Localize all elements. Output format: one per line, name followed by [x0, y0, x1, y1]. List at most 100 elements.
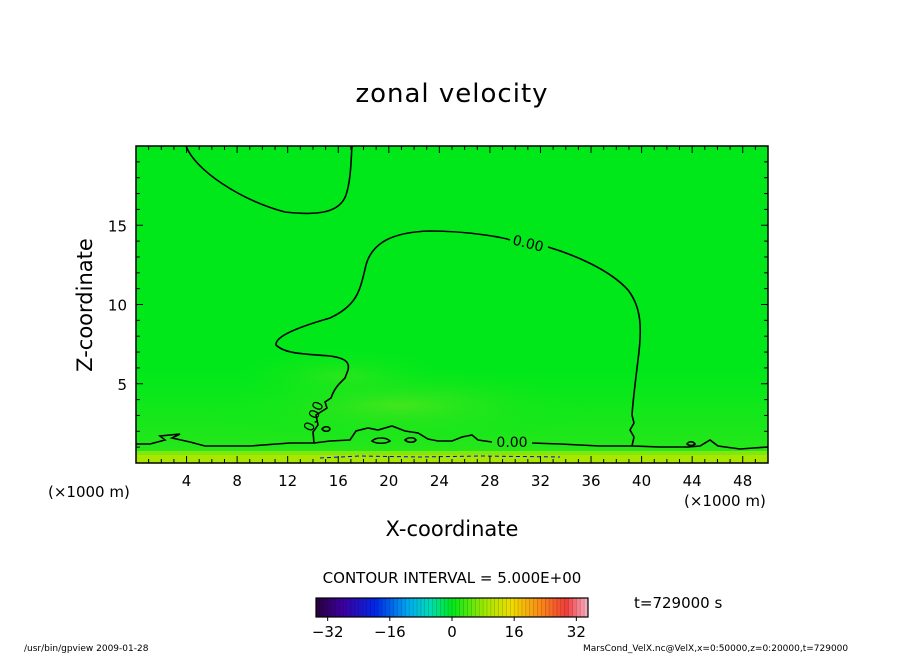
colorbar-tick-label: 0: [447, 623, 457, 641]
colorbar-segment: [483, 598, 488, 617]
colorbar-segment: [529, 598, 534, 617]
colorbar-segment: [440, 598, 445, 617]
colorbar-segment: [339, 598, 344, 617]
colorbar-segment: [331, 598, 336, 617]
colorbar-segment: [319, 598, 325, 617]
chart-title: zonal velocity: [355, 79, 548, 109]
colorbar-segment: [518, 598, 523, 617]
colorbar-segment: [525, 598, 531, 617]
colorbar-segment: [576, 598, 581, 617]
x-tick-label: 16: [329, 472, 348, 490]
contour-negative-dashed: [319, 455, 561, 459]
colorbar-segment: [502, 598, 507, 617]
colorbar-segment: [347, 598, 352, 617]
colorbar-segment: [498, 598, 503, 617]
x-tick-label: 40: [632, 472, 651, 490]
colorbar-segment: [424, 598, 429, 617]
x-axis: 4 8 12 16 20 24 28 32 36 40 44 48: [135, 146, 769, 490]
colorbar-segment: [510, 598, 515, 617]
colorbar-segment: [444, 598, 449, 617]
plot-area: [136, 146, 768, 463]
colorbar-segment: [378, 598, 383, 617]
y-axis: 5 10 15: [108, 145, 768, 464]
colorbar-segment: [354, 598, 360, 617]
colorbar-segment: [568, 598, 573, 617]
contour-lines: [136, 146, 768, 450]
x-tick-label: 28: [480, 472, 499, 490]
contour-label: 0.00: [496, 435, 527, 451]
x-tick-label: 8: [232, 472, 242, 490]
colorbar-segment: [448, 598, 453, 617]
colorbar-segment: [413, 598, 418, 617]
x-unit-left: (×1000 m): [48, 483, 130, 501]
colorbar-segment: [316, 598, 321, 617]
x-axis-title: X-coordinate: [386, 517, 519, 541]
x-tick-label: 32: [531, 472, 550, 490]
colorbar-tick-label: 16: [505, 623, 524, 641]
colorbar-tick-label: 32: [567, 623, 586, 641]
colorbar-segment: [409, 598, 414, 617]
contour-main: [275, 230, 642, 447]
contour-small-loop-1: [370, 437, 392, 445]
colorbar-segment: [560, 598, 565, 617]
colorbar-segment: [370, 598, 375, 617]
colorbar-segment: [584, 598, 589, 617]
colorbar-segment: [362, 598, 367, 617]
y-tick-label: 5: [117, 376, 127, 394]
colorbar-segment: [358, 598, 363, 617]
y-tick-label: 15: [108, 217, 127, 235]
colorbar-segment: [533, 598, 538, 617]
colorbar-segment: [350, 598, 356, 617]
colorbar-segment: [385, 598, 391, 617]
colorbar-segment: [475, 598, 480, 617]
colorbar: [315, 598, 589, 617]
x-tick-label: 44: [683, 472, 702, 490]
colorbar-segment: [343, 598, 348, 617]
contour-small-loop-2: [403, 436, 417, 444]
colorbar-segment: [397, 598, 402, 617]
colorbar-tick-label: −16: [374, 623, 406, 641]
contour-small-loop-4: [685, 440, 697, 447]
x-unit-right: (×1000 m): [684, 492, 766, 510]
y-tick-label: 10: [108, 297, 127, 315]
colorbar-ticks: −32 −16 0 16 32: [312, 617, 586, 641]
x-tick-label: 4: [182, 472, 192, 490]
colorbar-segment: [580, 598, 585, 617]
footer-left: /usr/bin/gpview 2009-01-28: [24, 644, 149, 654]
colorbar-segment: [452, 598, 457, 617]
colorbar-segment: [417, 598, 422, 617]
contour-surface: [136, 425, 768, 450]
colorbar-segment: [432, 598, 437, 617]
field-warm-region-2: [220, 345, 460, 405]
colorbar-segment: [389, 598, 395, 617]
colorbar-segment: [463, 598, 468, 617]
x-tick-label: 48: [733, 472, 752, 490]
contour-upper-left: [185, 146, 353, 215]
colorbar-segment: [467, 598, 472, 617]
colorbar-segment: [335, 598, 340, 617]
colorbar-segment: [405, 598, 410, 617]
colorbar-segment: [393, 598, 398, 617]
colorbar-segment: [572, 598, 577, 617]
colorbar-segment: [545, 598, 550, 617]
footer-right: MarsCond_VelX.nc@VelX,x=0:50000,z=0:2000…: [583, 644, 848, 654]
time-label: t=729000 s: [634, 594, 722, 612]
colorbar-segment: [436, 598, 441, 617]
colorbar-segment: [428, 598, 433, 617]
colorbar-segment: [323, 598, 328, 617]
x-tick-label: 12: [278, 472, 297, 490]
x-tick-label: 36: [581, 472, 600, 490]
colorbar-segment: [541, 598, 546, 617]
colorbar-segment: [374, 598, 379, 617]
colorbar-segment: [420, 598, 426, 617]
colorbar-segment: [327, 598, 332, 617]
colorbar-segment: [521, 598, 527, 617]
y-axis-title: Z-coordinate: [73, 238, 97, 372]
colorbar-segment: [494, 598, 499, 617]
colorbar-segment: [471, 598, 476, 617]
colorbar-segment: [455, 598, 461, 617]
colorbar-segment: [366, 598, 371, 617]
colorbar-tick-label: −32: [312, 623, 344, 641]
colorbar-segment: [556, 598, 562, 617]
